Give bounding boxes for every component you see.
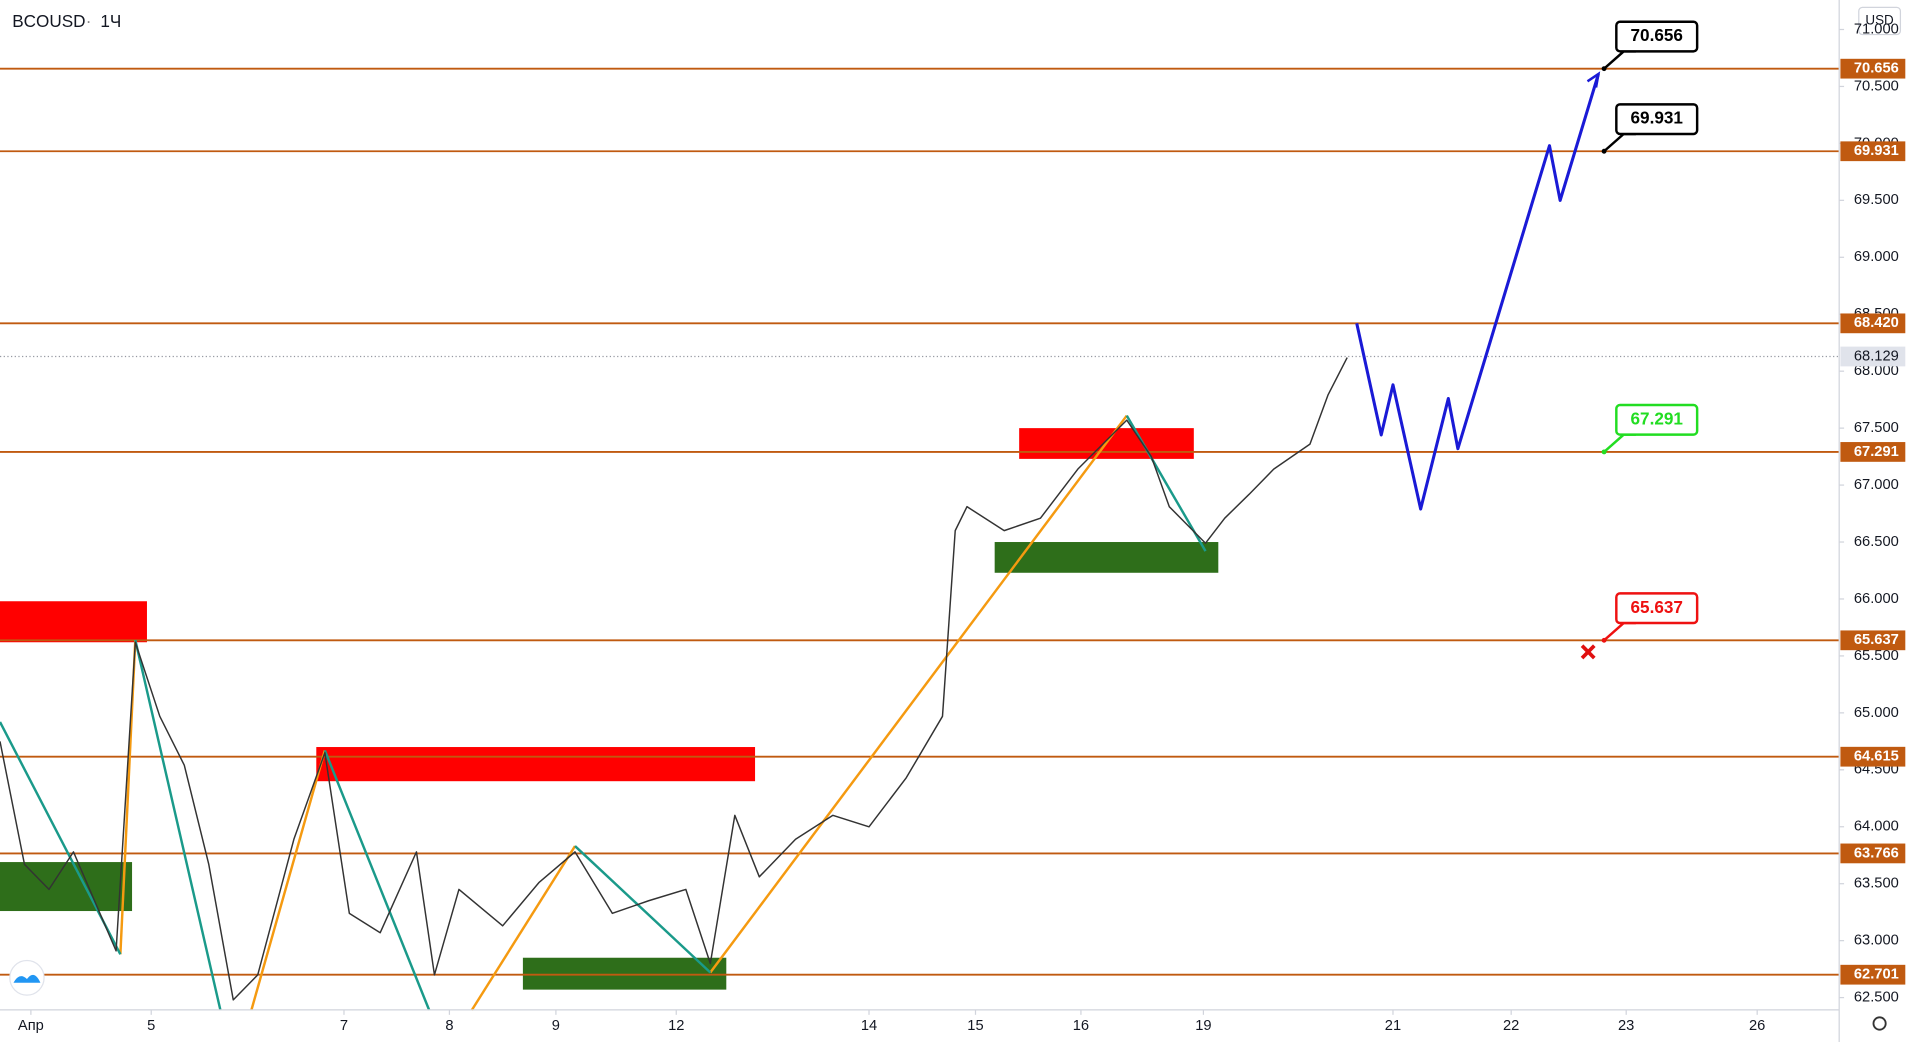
y-tick-label: 66.000 (1854, 591, 1899, 607)
level-badge-label: 63.766 (1854, 845, 1899, 861)
projection-arrow (1586, 71, 1601, 88)
price-line (0, 357, 1348, 1001)
zone (994, 542, 1219, 573)
interval: 1Ч (100, 11, 121, 31)
level-badge-label: 65.637 (1854, 632, 1899, 648)
logo-icon (13, 974, 41, 983)
y-tick-label: 62.500 (1854, 989, 1899, 1005)
zone (0, 601, 147, 643)
x-tick-label: 5 (147, 1018, 155, 1034)
y-tick-label: 63.000 (1854, 933, 1899, 949)
callout-label: 70.656 (1631, 25, 1683, 45)
callout-box (1615, 592, 1699, 625)
level-badge (1840, 843, 1906, 864)
projection-line (1355, 73, 1600, 511)
current-price-badge (1840, 346, 1906, 367)
level-badge (1840, 964, 1906, 985)
symbol: BCOUSD (12, 11, 85, 31)
separator: · (86, 11, 92, 31)
y-tick-label: 69.000 (1854, 249, 1899, 265)
currency[interactable]: USD (1865, 13, 1894, 28)
level-badge (1840, 141, 1906, 162)
logo[interactable] (9, 959, 45, 996)
level-badge-label: 69.931 (1854, 143, 1899, 159)
y-tick-label: 68.000 (1854, 363, 1899, 379)
pattern-line (134, 639, 222, 1011)
zone (522, 957, 727, 990)
y-tick-label: 70.500 (1854, 78, 1899, 94)
y-tick-label: 67.500 (1854, 420, 1899, 436)
y-tick-label: 67.000 (1854, 477, 1899, 493)
x-tick-label: Апр (18, 1018, 44, 1034)
x-tick-label: 23 (1618, 1018, 1634, 1034)
callout-label: 69.931 (1631, 108, 1684, 128)
x-tick-label: 15 (967, 1018, 983, 1034)
callout-label: 67.291 (1631, 408, 1684, 428)
callout-box (1615, 103, 1699, 136)
pattern-line (1125, 414, 1207, 552)
plot-area (0, 67, 1840, 1011)
x-tick-label: 21 (1385, 1018, 1401, 1034)
callout-box (1615, 403, 1699, 436)
y-tick-label: 65.500 (1854, 648, 1899, 664)
level-badge (1840, 313, 1906, 334)
zone (316, 747, 756, 782)
level-badge (1840, 442, 1906, 462)
x-tick-label: 14 (861, 1018, 877, 1034)
x-tick-label: 9 (552, 1018, 560, 1034)
level-badge (1840, 746, 1906, 767)
y-tick-label: 71.000 (1854, 21, 1899, 37)
callout-anchor (1601, 637, 1607, 643)
currency-box[interactable] (1858, 6, 1902, 36)
stop-mark (1580, 644, 1596, 660)
callout-label: 65.637 (1631, 597, 1683, 617)
callout-anchor (1601, 449, 1607, 455)
x-tick-label: 12 (668, 1018, 684, 1034)
y-tick-label: 69.500 (1854, 192, 1899, 208)
settings-button[interactable] (1872, 1016, 1887, 1031)
callout-box (1615, 20, 1699, 53)
level-badge-label: 68.420 (1854, 315, 1899, 331)
callout-anchor (1601, 148, 1607, 154)
pattern-line (574, 845, 712, 974)
y-tick-label: 63.500 (1854, 876, 1899, 892)
pattern-line (323, 749, 431, 1011)
level-badge-label: 64.615 (1854, 749, 1899, 765)
x-tick-label: 22 (1503, 1018, 1519, 1034)
x-tick-label: 26 (1749, 1018, 1765, 1034)
zone (0, 862, 133, 912)
x-tick-label: 19 (1195, 1018, 1211, 1034)
current-price-label: 68.129 (1854, 348, 1899, 364)
y-tick-label: 66.500 (1854, 534, 1899, 550)
pattern-line (470, 845, 577, 1011)
level-badge (1840, 630, 1906, 651)
pattern-line (250, 750, 327, 1011)
level-badge (1840, 58, 1906, 79)
x-tick-label: 7 (340, 1018, 348, 1034)
pattern-line (709, 414, 1128, 974)
level-badge-label: 67.291 (1854, 444, 1899, 460)
x-tick-label: 8 (445, 1018, 453, 1034)
y-tick-label: 65.000 (1854, 705, 1899, 721)
level-badge-label: 62.701 (1854, 967, 1899, 983)
level-badge-label: 70.656 (1854, 61, 1899, 77)
callout-anchor (1601, 66, 1607, 72)
y-tick-label: 64.000 (1854, 819, 1899, 835)
x-tick-label: 16 (1073, 1018, 1089, 1034)
